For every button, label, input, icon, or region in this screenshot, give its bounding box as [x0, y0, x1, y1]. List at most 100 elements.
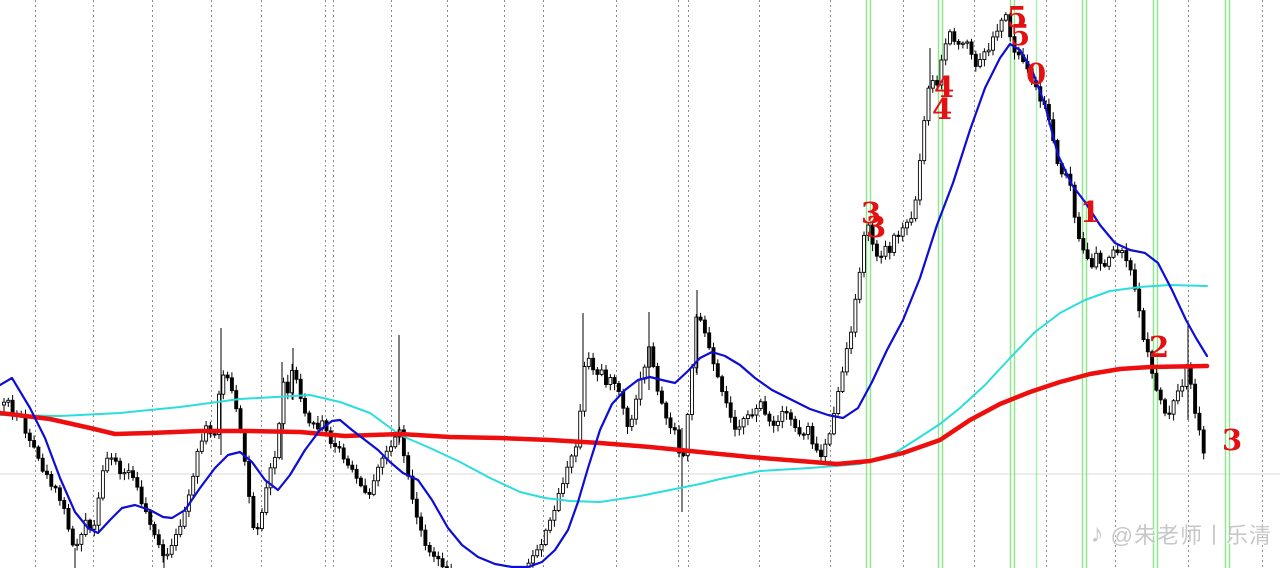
candle-bearish	[672, 427, 677, 431]
candle-bullish	[569, 455, 574, 468]
candle-bullish	[948, 31, 952, 45]
candle-bearish	[788, 412, 793, 420]
candle-bearish	[161, 544, 166, 557]
candle-bearish	[285, 381, 290, 394]
candle-bullish	[578, 410, 583, 448]
candle-bearish	[333, 443, 338, 447]
candle-bullish	[552, 509, 557, 521]
candle-bearish	[1128, 260, 1133, 271]
candle-bullish	[836, 391, 841, 415]
candle-bullish	[827, 433, 832, 445]
candle-bullish	[380, 457, 385, 468]
candle-bullish	[272, 457, 277, 469]
candle-bullish	[943, 43, 948, 61]
candle-bearish	[1081, 238, 1086, 251]
candle-bullish	[535, 549, 540, 557]
candle-bullish	[75, 543, 80, 546]
candle-bearish	[255, 527, 260, 530]
candle-bullish	[991, 36, 995, 51]
candle-bearish	[810, 426, 815, 445]
candle-bullish	[685, 414, 690, 457]
candle-bullish	[165, 553, 170, 557]
candle-bearish	[113, 457, 118, 462]
candle-bearish	[436, 555, 441, 560]
candle-bullish	[745, 414, 750, 419]
candle-bearish	[118, 460, 123, 475]
candle-bullish	[1094, 252, 1099, 268]
candle-bullish	[109, 457, 114, 460]
candle-bearish	[1188, 367, 1193, 385]
candle-bullish	[556, 492, 561, 511]
candle-bullish	[122, 472, 127, 475]
candle-bullish	[389, 446, 393, 452]
candle-bullish	[191, 475, 196, 496]
candle-bullish	[573, 446, 578, 457]
candle-bearish	[767, 413, 772, 422]
candle-bullish	[539, 544, 544, 551]
candle-bullish	[939, 59, 944, 86]
candle-bullish	[169, 545, 174, 555]
candle-bullish	[823, 443, 828, 458]
candle-bearish	[238, 408, 243, 433]
candle-bullish	[930, 80, 935, 89]
ma-mid-cyan-line	[0, 284, 1208, 503]
candle-bullish	[780, 410, 785, 422]
candle-bullish	[217, 393, 221, 435]
candle-bullish	[2, 401, 6, 406]
candle-bullish	[741, 418, 746, 428]
candle-bearish	[66, 508, 71, 530]
candle-bearish	[771, 420, 776, 426]
candle-bearish	[887, 245, 892, 253]
candle-bullish	[995, 30, 1000, 38]
candle-bearish	[1154, 372, 1159, 391]
wave-label-4: 4	[932, 92, 952, 126]
candle-bearish	[45, 470, 49, 475]
candle-bearish	[346, 458, 350, 466]
candle-bearish	[53, 485, 58, 489]
candle-bearish	[419, 516, 424, 531]
candle-bearish	[307, 412, 312, 424]
candle-bearish	[363, 485, 368, 493]
candle-bearish	[247, 460, 252, 497]
candle-bearish	[315, 422, 320, 430]
wave-label-3: 3	[1222, 423, 1242, 457]
candle-bearish	[1193, 383, 1198, 414]
candle-bullish	[634, 398, 639, 420]
candle-bearish	[1197, 412, 1202, 431]
candle-bullish	[290, 369, 295, 394]
candle-bullish	[96, 497, 101, 526]
candle-bearish	[1158, 389, 1163, 401]
candle-bearish	[440, 558, 445, 568]
candle-bullish	[599, 369, 604, 375]
candle-bullish	[92, 524, 97, 530]
candle-bearish	[733, 416, 737, 430]
candle-bearish	[311, 422, 316, 425]
candle-bearish	[591, 357, 596, 371]
candle-bearish	[10, 399, 15, 414]
candle-bullish	[174, 534, 178, 546]
candle-bearish	[401, 429, 406, 457]
wave-label-3: 3	[866, 210, 886, 244]
wave-label-1: 1	[1080, 195, 1100, 229]
ma-mid-cyan	[0, 284, 1208, 503]
candle-bearish	[707, 332, 712, 349]
candle-bullish	[629, 418, 634, 427]
wave-label-5: 5	[1010, 18, 1030, 52]
candle-bearish	[1102, 262, 1107, 267]
candle-bullish	[530, 555, 535, 564]
candle-bullish	[6, 399, 11, 403]
candle-bearish	[354, 468, 359, 479]
candle-bearish	[1201, 429, 1206, 454]
candle-bullish	[393, 436, 398, 448]
candle-bearish	[423, 529, 428, 546]
candle-bullish	[277, 423, 282, 459]
candle-bullish	[694, 316, 699, 369]
candle-bearish	[763, 401, 768, 415]
candle-bearish	[341, 447, 346, 460]
candle-bearish	[1016, 51, 1021, 56]
candle-bullish	[999, 19, 1004, 32]
candle-bullish	[900, 227, 905, 237]
